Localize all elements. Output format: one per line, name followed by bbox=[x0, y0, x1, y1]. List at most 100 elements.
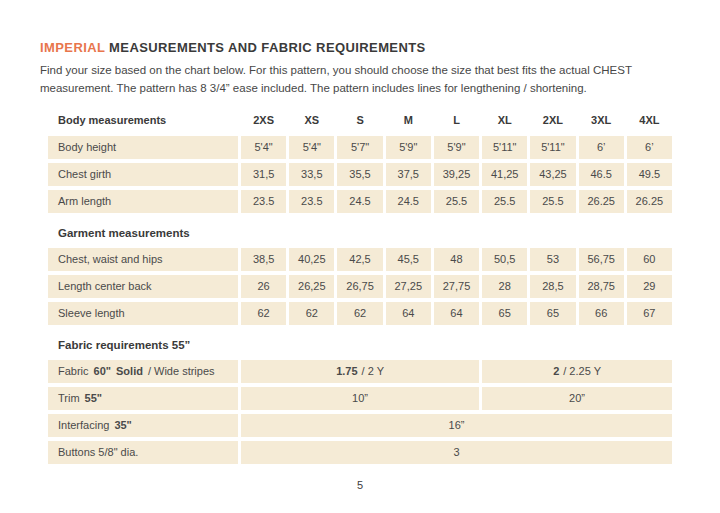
row-interfacing: Interfacing 35" 16” bbox=[48, 414, 672, 437]
interfacing-amount-all-sizes: 16” bbox=[241, 414, 672, 437]
measurement-cell: 28 bbox=[482, 275, 527, 298]
measurement-cell: 26,25 bbox=[289, 275, 334, 298]
size-column-header-2xl: 2XL bbox=[530, 113, 575, 128]
measurement-cell: 5'11" bbox=[530, 136, 575, 159]
row-chest-waist-hips: Chest, waist and hips 38,5 40,25 42,5 45… bbox=[48, 248, 672, 271]
measurement-cell: 48 bbox=[434, 248, 479, 271]
document-page: IMPERIAL MEASUREMENTS AND FABRIC REQUIRE… bbox=[0, 0, 720, 513]
buttons-count-all-sizes: 3 bbox=[241, 441, 672, 464]
size-column-header-m: M bbox=[386, 113, 431, 128]
measurement-cell: 28,75 bbox=[579, 275, 624, 298]
row-chest-girth: Chest girth 31,5 33,5 35,5 37,5 39,25 41… bbox=[48, 163, 672, 186]
measurement-cell: 62 bbox=[289, 302, 334, 325]
measurement-cell: 26,75 bbox=[337, 275, 382, 298]
row-label: Arm length bbox=[48, 190, 238, 213]
measurement-cell: 25.5 bbox=[434, 190, 479, 213]
page-content: IMPERIAL MEASUREMENTS AND FABRIC REQUIRE… bbox=[0, 0, 720, 464]
measurement-cell: 45,5 bbox=[386, 248, 431, 271]
measurement-cell: 64 bbox=[386, 302, 431, 325]
page-number: 5 bbox=[0, 479, 720, 491]
fabric-yardage-large-sizes: 2 / 2.25 Y bbox=[482, 360, 672, 383]
measurement-cell: 5'4" bbox=[241, 136, 286, 159]
measurement-cell: 33,5 bbox=[289, 163, 334, 186]
trim-amount-small-sizes: 10” bbox=[241, 387, 479, 410]
measurement-cell: 46.5 bbox=[579, 163, 624, 186]
measurement-cell: 26.25 bbox=[627, 190, 672, 213]
size-column-header-4xl: 4XL bbox=[627, 113, 672, 128]
trim-amount-large-sizes: 20” bbox=[482, 387, 672, 410]
row-label: Length center back bbox=[48, 275, 238, 298]
size-column-header-2xs: 2XS bbox=[241, 113, 286, 128]
row-trim: Trim 55" 10” 20” bbox=[48, 387, 672, 410]
measurement-cell: 53 bbox=[530, 248, 575, 271]
size-column-header-s: S bbox=[337, 113, 382, 128]
fabric-yardage-small-sizes: 1.75 / 2 Y bbox=[241, 360, 479, 383]
table-header-row: Body measurements 2XS XS S M L XL 2XL 3X… bbox=[48, 113, 672, 128]
measurement-cell: 50,5 bbox=[482, 248, 527, 271]
row-length-center-back: Length center back 26 26,25 26,75 27,25 … bbox=[48, 275, 672, 298]
size-column-header-3xl: 3XL bbox=[579, 113, 624, 128]
measurement-cell: 39,25 bbox=[434, 163, 479, 186]
row-arm-length: Arm length 23.5 23.5 24.5 24.5 25.5 25.5… bbox=[48, 190, 672, 213]
measurement-cell: 5'7" bbox=[337, 136, 382, 159]
measurement-cell: 24.5 bbox=[386, 190, 431, 213]
measurement-cell: 60 bbox=[627, 248, 672, 271]
row-label-buttons: Buttons 5/8" dia. bbox=[48, 441, 238, 464]
measurement-cell: 35,5 bbox=[337, 163, 382, 186]
page-title: IMPERIAL MEASUREMENTS AND FABRIC REQUIRE… bbox=[40, 40, 672, 55]
measurement-cell: 6’ bbox=[627, 136, 672, 159]
row-label-trim: Trim 55" bbox=[48, 387, 238, 410]
fabric-label-rest: / Wide stripes bbox=[148, 365, 215, 377]
measurement-cell: 31,5 bbox=[241, 163, 286, 186]
measurement-cell: 41,25 bbox=[482, 163, 527, 186]
measurement-cell: 28,5 bbox=[530, 275, 575, 298]
fabric-yardage-left-bold: 1.75 bbox=[336, 365, 357, 377]
measurement-cell: 27,25 bbox=[386, 275, 431, 298]
size-column-header-xl: XL bbox=[482, 113, 527, 128]
intro-paragraph: Find your size based on the chart below.… bbox=[40, 62, 672, 98]
measurement-cell: 25.5 bbox=[482, 190, 527, 213]
measurement-cell: 67 bbox=[627, 302, 672, 325]
row-fabric: Fabric 60" Solid / Wide stripes 1.75 / 2… bbox=[48, 360, 672, 383]
row-label-interfacing: Interfacing 35" bbox=[48, 414, 238, 437]
fabric-yardage-right-rest: / 2.25 Y bbox=[563, 365, 601, 377]
measurement-cell: 26 bbox=[241, 275, 286, 298]
measurement-cell: 24.5 bbox=[337, 190, 382, 213]
column-header-body-measurements: Body measurements bbox=[48, 113, 238, 128]
measurement-cell: 65 bbox=[530, 302, 575, 325]
row-label: Chest girth bbox=[48, 163, 238, 186]
trim-label-width: 55" bbox=[85, 392, 102, 404]
measurement-cell: 5'9" bbox=[386, 136, 431, 159]
measurement-cell: 66 bbox=[579, 302, 624, 325]
measurement-cell: 40,25 bbox=[289, 248, 334, 271]
page-title-accent: IMPERIAL bbox=[40, 40, 105, 55]
measurement-cell: 25.5 bbox=[530, 190, 575, 213]
measurement-table: Body measurements 2XS XS S M L XL 2XL 3X… bbox=[48, 113, 672, 464]
size-column-header-xs: XS bbox=[289, 113, 334, 128]
row-body-height: Body height 5'4" 5'4" 5'7" 5'9" 5'9" 5'1… bbox=[48, 136, 672, 159]
measurement-cell: 5'11" bbox=[482, 136, 527, 159]
row-label: Body height bbox=[48, 136, 238, 159]
interfacing-label-name: Interfacing bbox=[58, 419, 109, 431]
section-header-fabric: Fabric requirements 55” bbox=[58, 339, 672, 351]
size-column-header-l: L bbox=[434, 113, 479, 128]
measurement-cell: 29 bbox=[627, 275, 672, 298]
measurement-cell: 26.25 bbox=[579, 190, 624, 213]
row-label: Chest, waist and hips bbox=[48, 248, 238, 271]
fabric-label-width: 60" bbox=[94, 365, 111, 377]
measurement-cell: 38,5 bbox=[241, 248, 286, 271]
trim-label-name: Trim bbox=[58, 392, 80, 404]
row-buttons: Buttons 5/8" dia. 3 bbox=[48, 441, 672, 464]
measurement-cell: 23.5 bbox=[289, 190, 334, 213]
fabric-label-name: Fabric bbox=[58, 365, 89, 377]
measurement-cell: 64 bbox=[434, 302, 479, 325]
measurement-cell: 5'4" bbox=[289, 136, 334, 159]
row-label: Sleeve length bbox=[48, 302, 238, 325]
page-title-main: MEASUREMENTS AND FABRIC REQUIREMENTS bbox=[109, 40, 426, 55]
fabric-yardage-left-rest: / 2 Y bbox=[362, 365, 384, 377]
measurement-cell: 62 bbox=[241, 302, 286, 325]
measurement-cell: 65 bbox=[482, 302, 527, 325]
measurement-cell: 42,5 bbox=[337, 248, 382, 271]
measurement-cell: 43,25 bbox=[530, 163, 575, 186]
measurement-cell: 62 bbox=[337, 302, 382, 325]
